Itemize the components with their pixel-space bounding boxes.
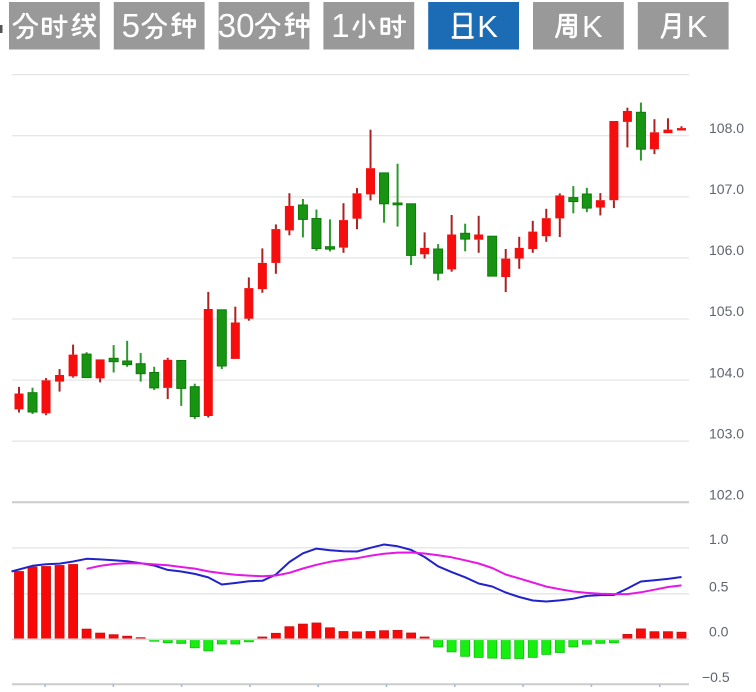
svg-text:105.0: 105.0 [709,303,744,319]
svg-text:107.0: 107.0 [709,181,744,197]
svg-text:106.0: 106.0 [709,242,744,258]
svg-text:102.0: 102.0 [709,487,744,503]
svg-text:1: 1 [331,7,349,44]
svg-text:0.5: 0.5 [709,578,729,594]
svg-text:1.0: 1.0 [709,531,729,547]
svg-text:K: K [477,9,498,44]
svg-text:−0.5: −0.5 [702,669,730,685]
svg-text:0.0: 0.0 [709,624,729,640]
svg-text:30: 30 [218,7,255,44]
svg-text:K: K [582,9,603,44]
svg-text:104.0: 104.0 [709,364,744,380]
svg-text:5: 5 [122,7,140,44]
svg-text:108.0: 108.0 [709,120,744,136]
svg-text:K: K [687,9,708,44]
svg-text:103.0: 103.0 [709,425,744,441]
